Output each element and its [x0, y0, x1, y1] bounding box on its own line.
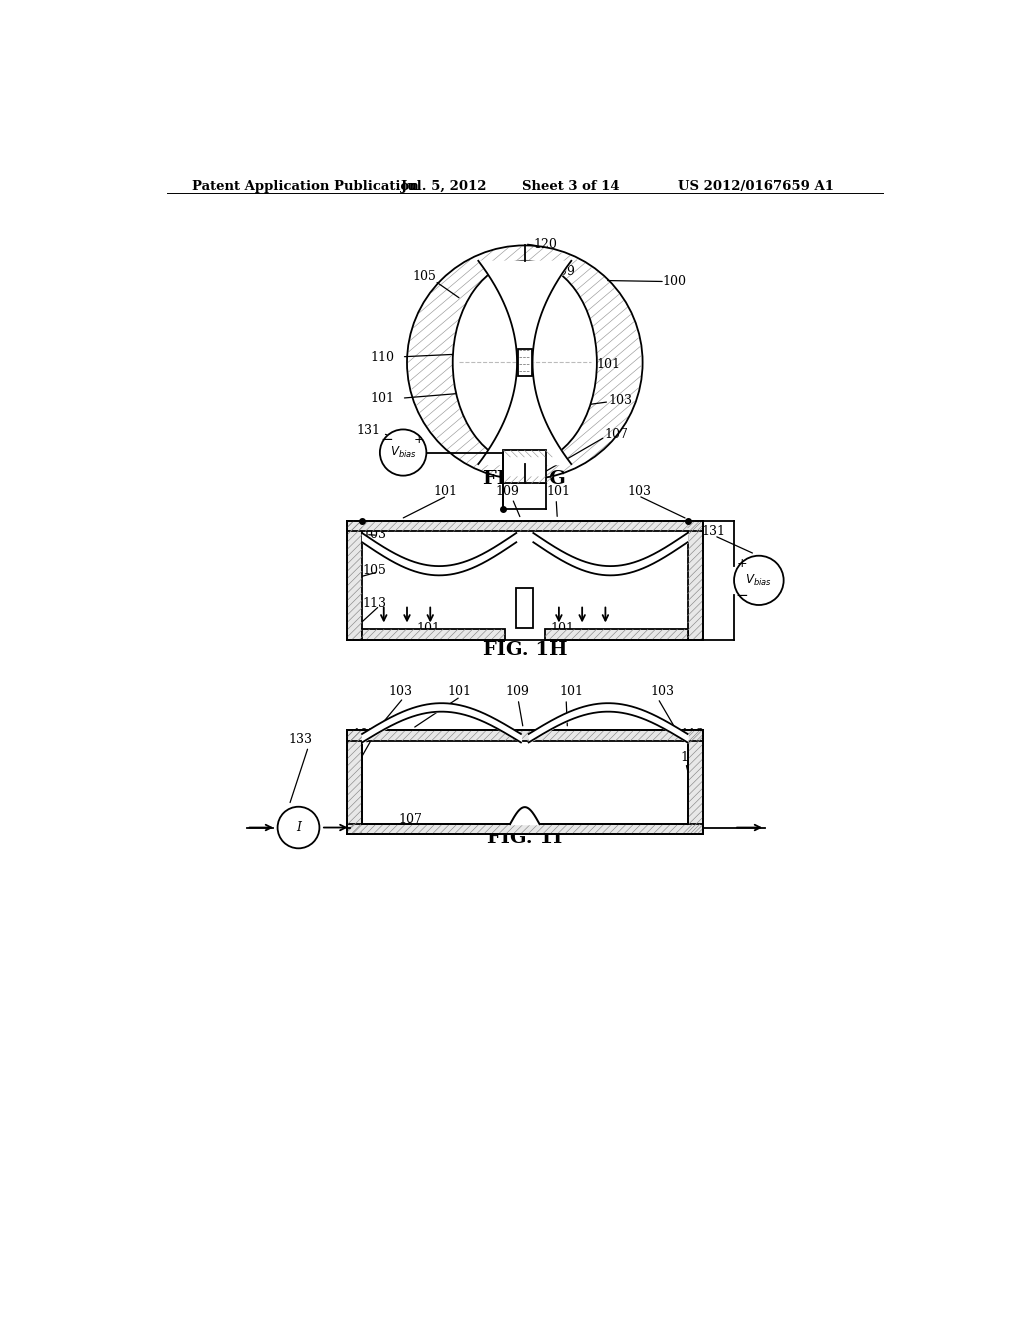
- Bar: [545, 630, 687, 640]
- Text: 103: 103: [650, 685, 675, 698]
- Text: 101: 101: [597, 358, 621, 371]
- Text: Sheet 3 of 14: Sheet 3 of 14: [521, 180, 620, 193]
- Text: 105: 105: [352, 727, 376, 741]
- Ellipse shape: [453, 261, 597, 465]
- Text: 113: 113: [362, 597, 386, 610]
- Text: 110: 110: [371, 351, 394, 363]
- Text: 103: 103: [389, 685, 413, 698]
- Bar: [516, 587, 534, 628]
- Text: +: +: [736, 557, 748, 570]
- Circle shape: [278, 807, 319, 849]
- Circle shape: [380, 429, 426, 475]
- Text: −: −: [735, 589, 749, 603]
- Text: −: −: [381, 432, 393, 447]
- Text: 131: 131: [356, 424, 380, 437]
- Text: 100: 100: [663, 275, 686, 288]
- Text: 120: 120: [534, 238, 557, 251]
- Text: 131: 131: [701, 525, 725, 539]
- Bar: [346, 520, 362, 640]
- Text: 133: 133: [288, 733, 312, 746]
- Text: 101: 101: [559, 685, 584, 698]
- Bar: [504, 450, 546, 483]
- Text: 103: 103: [628, 484, 651, 498]
- Text: US 2012/0167659 A1: US 2012/0167659 A1: [678, 180, 835, 193]
- Bar: [687, 730, 703, 834]
- Text: Patent Application Publication: Patent Application Publication: [191, 180, 418, 193]
- Text: 101: 101: [546, 484, 570, 498]
- Text: $V_{bias}$: $V_{bias}$: [745, 573, 772, 587]
- Text: 105: 105: [412, 269, 436, 282]
- Text: $V_{bias}$: $V_{bias}$: [390, 445, 417, 461]
- Text: 109: 109: [505, 685, 529, 698]
- Text: 109: 109: [552, 265, 575, 279]
- Text: 101: 101: [434, 484, 458, 498]
- Text: 107: 107: [399, 813, 423, 825]
- Text: I: I: [296, 821, 301, 834]
- Bar: [346, 824, 703, 834]
- Text: FIG. 1G: FIG. 1G: [483, 470, 566, 488]
- Bar: [362, 630, 505, 640]
- Bar: [346, 730, 703, 741]
- Circle shape: [734, 556, 783, 605]
- Text: 101: 101: [550, 622, 574, 635]
- Text: 105: 105: [362, 564, 386, 577]
- Bar: [346, 520, 703, 532]
- Text: 101: 101: [447, 685, 472, 698]
- Text: +: +: [414, 433, 425, 446]
- Text: 109: 109: [496, 484, 520, 498]
- Text: 113: 113: [680, 727, 705, 741]
- Text: Jul. 5, 2012: Jul. 5, 2012: [400, 180, 486, 193]
- Text: 101: 101: [371, 392, 394, 405]
- Text: 103: 103: [362, 528, 386, 541]
- Bar: [346, 730, 362, 834]
- Bar: [518, 348, 531, 376]
- Text: 107: 107: [604, 428, 628, 441]
- Text: 107: 107: [680, 751, 705, 764]
- Text: 101: 101: [417, 622, 440, 635]
- Text: 103: 103: [608, 395, 632, 408]
- Text: FIG. 1I: FIG. 1I: [487, 829, 562, 846]
- Text: FIG. 1H: FIG. 1H: [482, 640, 567, 659]
- Bar: [687, 520, 703, 640]
